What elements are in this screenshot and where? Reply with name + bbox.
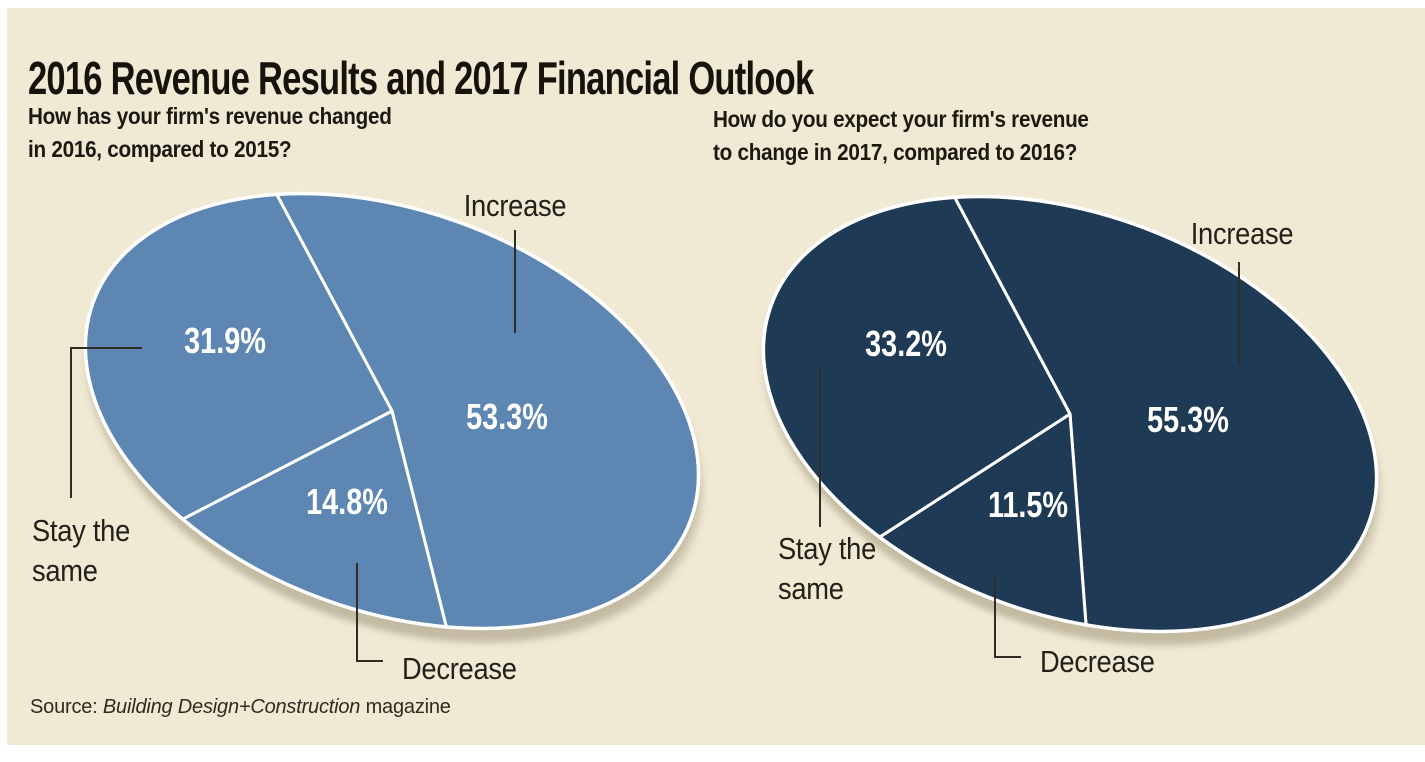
stay-label-2017-line1: Stay the — [778, 531, 876, 566]
question-2017-line1: How do you expect your firm's revenue — [713, 106, 1089, 132]
stay-label-2016-line1: Stay the — [32, 513, 130, 548]
stay-label-2017-line2: same — [778, 571, 844, 606]
stay-label-2016: Stay the same — [32, 511, 130, 591]
percent-label-stay-2016: 31.9% — [184, 320, 266, 361]
question-2016-line2: in 2016, compared to 2015? — [28, 136, 292, 162]
source-line: Source: Building Design+Construction mag… — [30, 696, 451, 719]
source-prefix: Source: — [30, 696, 103, 718]
stay-leader-line-vertical-2016 — [70, 347, 72, 498]
increase-leader-line-2017 — [1238, 262, 1240, 365]
decrease-label-2016: Decrease — [402, 651, 517, 686]
percent-label-stay-2017: 33.2% — [865, 323, 947, 364]
decrease-leader-line-horizontal-2016 — [356, 660, 383, 662]
percent-label-increase-2017: 55.3% — [1147, 399, 1229, 440]
question-2017-line2: to change in 2017, compared to 2016? — [713, 139, 1078, 165]
question-2016-line1: How has your firm's revenue changed — [28, 103, 392, 129]
stay-label-2016-line2: same — [32, 553, 98, 588]
decrease-leader-line-vertical-2016 — [356, 563, 358, 662]
source-publication: Building Design+Construction — [102, 696, 361, 718]
source-suffix: magazine — [360, 696, 451, 718]
decrease-label-2017: Decrease — [1040, 644, 1155, 679]
stay-leader-line-vertical-2017 — [819, 368, 821, 527]
decrease-leader-line-horizontal-2017 — [994, 656, 1021, 658]
increase-label-2016: Increase — [463, 188, 567, 223]
chart-title: 2016 Revenue Results and 2017 Financial … — [28, 51, 814, 104]
stay-label-2017: Stay the same — [778, 529, 876, 609]
increase-leader-line-2016 — [514, 230, 516, 333]
percent-label-increase-2016: 53.3% — [466, 396, 548, 437]
decrease-leader-line-vertical-2017 — [994, 575, 996, 658]
percent-label-decrease-2017: 11.5% — [987, 484, 1069, 525]
percent-label-decrease-2016: 14.8% — [306, 481, 388, 522]
question-2016: How has your firm's revenue changed in 2… — [28, 100, 392, 166]
increase-label-2017: Increase — [1190, 216, 1294, 251]
stay-leader-line-horizontal-2016 — [70, 347, 142, 349]
question-2017: How do you expect your firm's revenue to… — [713, 103, 1089, 169]
